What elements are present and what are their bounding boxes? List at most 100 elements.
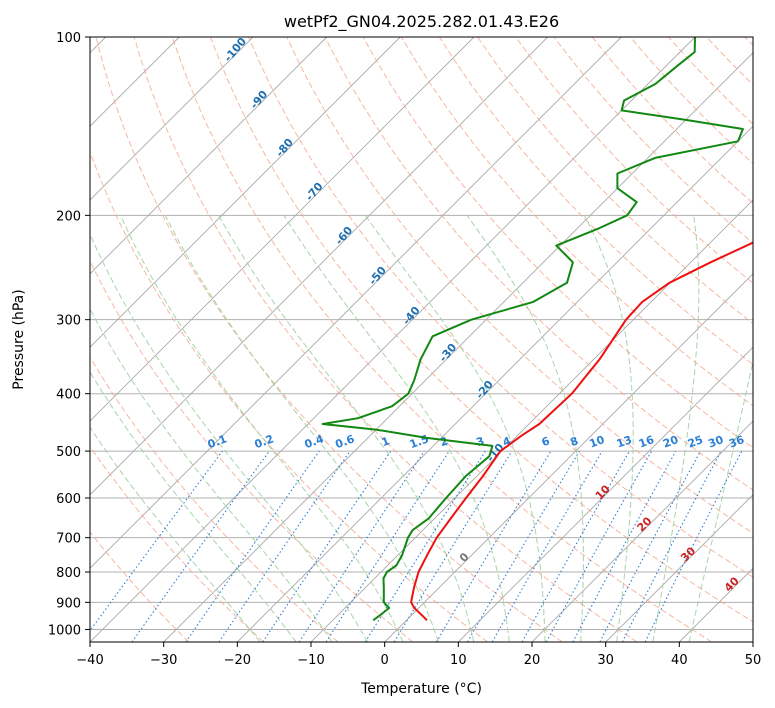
dry-adiabat-line [133,37,638,642]
dry-adiabat-line [400,37,753,407]
isotherm-label: 40 [722,574,742,594]
y-tick-label: 900 [56,596,81,611]
isotherm-line [90,37,696,642]
isotherm-line [90,37,328,275]
dry-adiabat-line [210,37,753,623]
mixing-ratio-label: 10 [588,433,607,451]
mixing-ratio-label: 0.2 [253,432,276,451]
moist-adiabat-line [652,215,700,642]
y-tick-label: 1000 [48,623,81,638]
mixing-ratio-label: 8 [568,434,580,449]
y-axis-title: Pressure (hPa) [11,289,27,389]
isotherm-label: -100 [221,35,249,65]
moist-adiabat-line [90,308,333,642]
x-tick-label: 20 [524,653,541,668]
x-tick-label: 10 [450,653,467,668]
mixing-ratio-line [218,450,351,642]
dry-adiabat-line [438,37,753,366]
moist-adiabat-line [688,358,753,642]
dry-adiabat-line [90,356,339,642]
moist-adiabat-line [466,215,584,642]
profile-lines [321,37,753,622]
isotherm-label: 20 [635,514,655,534]
dry-adiabat-line [744,37,753,47]
chart-title: wetPf2_GN04.2025.282.01.43.E26 [284,12,559,32]
isotherm-label: -60 [333,224,356,248]
dry-adiabat-line [90,445,264,642]
isotherm-line [605,494,753,642]
x-axis-title: Temperature (°C) [360,681,482,697]
mixing-ratio-label: 25 [686,433,705,450]
mixing-ratio-line [393,450,513,642]
mixing-ratio-label: 36 [727,433,746,451]
isotherm-line [236,125,753,642]
mixing-ratio-line [572,450,677,642]
isotherm-line [90,37,622,569]
moist-adiabat-line [90,232,369,642]
dry-adiabat-line [90,531,190,642]
mixing-ratio-label: 3 [474,434,486,449]
isotherm-line [752,641,753,642]
mixing-ratio-label: 2 [438,434,450,449]
mixing-ratio-line [298,450,425,642]
mixing-ratio-line [521,450,630,642]
x-tick-label: −40 [76,653,103,668]
mixing-ratio-line [90,450,223,632]
isotherm-label: -90 [248,88,271,112]
mixing-ratio-label: 0.6 [334,432,357,451]
y-axis: 1000 900 800 700 600 500 400 300 200 100 [48,31,90,638]
dry-adiabat-line [248,37,753,578]
isotherm-line [457,346,753,642]
mixing-ratio-line [545,450,653,642]
x-tick-label: −30 [150,653,177,668]
x-tick-label: −10 [297,653,324,668]
moist-adiabat-line [164,215,439,642]
x-tick-label: 30 [597,653,614,668]
moist-adiabat-line [583,215,634,642]
isotherm-line [531,420,753,642]
y-tick-label: 100 [56,31,81,46]
isotherm-label: -70 [303,180,326,204]
dry-adiabat-line [95,37,563,642]
dry-adiabat-line [90,259,414,642]
x-axis: −40 −30 −20 −10 0 10 20 30 40 50 [76,642,761,668]
y-tick-label: 400 [56,388,81,403]
mixing-ratio-label: 6 [540,434,552,449]
plot-frame [89,36,754,643]
isotherm-label: 30 [678,544,698,564]
dry-adiabat-line [90,150,488,642]
isotherm-label: -20 [473,378,496,402]
moist-adiabat-line [90,370,297,642]
x-tick-label: 40 [671,653,688,668]
mixing-ratio-line [262,450,392,642]
mixing-ratio-line [325,450,450,642]
y-tick-label: 800 [56,566,81,581]
dewpoint-line [321,37,744,622]
isotherm-line [90,37,401,348]
mixing-ratio-label: 13 [615,433,634,450]
y-tick-label: 500 [56,445,81,460]
mixing-ratio-label: 0.1 [206,432,229,451]
isotherm-label: -40 [400,304,423,328]
temperature-line [410,241,753,622]
moist-adiabat-line [364,215,546,642]
y-tick-label: 300 [56,314,81,329]
line-labels: 0.1 0.2 0.4 0.6 1 1.5 2 3 4 6 8 10 13 16 20 25 30 360-10-… [206,35,746,595]
x-tick-label: −20 [224,653,251,668]
dry-adiabat-line [515,37,753,284]
isotherm-label: 10 [593,482,613,502]
isotherm-line [90,37,254,201]
mixing-ratio-label: 0.4 [303,432,326,451]
moist-adiabat-line [283,215,510,642]
isotherm-label: -30 [437,341,460,365]
mixing-ratio-label: 1 [380,434,392,449]
background-lines [90,37,753,642]
isotherm-line [384,273,753,642]
isotherm-line [310,199,753,642]
mixing-ratio-line [599,450,701,642]
mixing-ratio-line [131,450,270,642]
x-tick-label: 50 [745,653,762,668]
isotherm-line [90,37,549,496]
moist-adiabat-line [90,426,261,642]
